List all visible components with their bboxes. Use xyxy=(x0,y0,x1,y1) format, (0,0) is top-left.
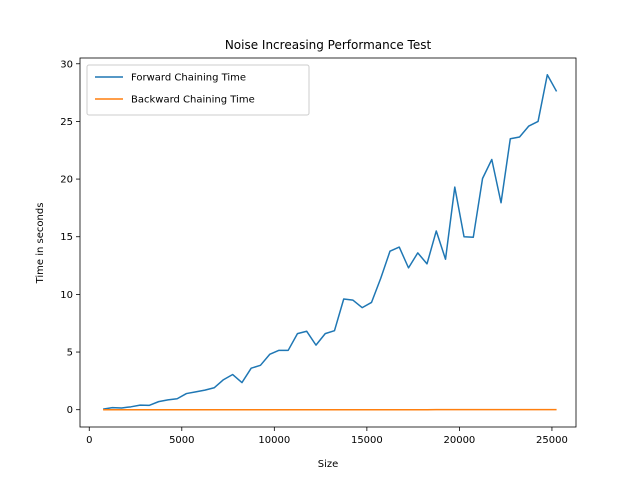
y-tick-label: 0 xyxy=(67,405,73,416)
y-tick-label: 15 xyxy=(60,232,73,243)
series-group xyxy=(103,73,558,411)
legend: Forward Chaining Time Backward Chaining T… xyxy=(86,64,310,116)
y-tick-label: 5 xyxy=(67,348,73,359)
y-tick-label: 25 xyxy=(60,117,73,128)
legend-label: Backward Chaining Time xyxy=(131,95,255,106)
y-tick-label: 30 xyxy=(60,59,73,70)
y-tick-label: 10 xyxy=(60,290,73,301)
chart-title: Noise Increasing Performance Test xyxy=(225,38,432,52)
x-axis-label: Size xyxy=(318,459,339,470)
x-tick-label: 15000 xyxy=(351,435,383,446)
x-tick-label: 25000 xyxy=(536,435,568,446)
y-tick-label: 20 xyxy=(60,175,73,186)
x-tick-label: 0 xyxy=(86,435,92,446)
x-axis: 0 5000 10000 15000 20000 25000 xyxy=(86,427,568,446)
x-tick-label: 20000 xyxy=(443,435,475,446)
y-axis: 0 5 10 15 20 25 30 xyxy=(60,59,80,416)
y-axis-label: Time in seconds xyxy=(35,203,46,285)
series-line-forward-chaining xyxy=(103,73,558,410)
plot-frame xyxy=(79,57,577,428)
x-tick-label: 5000 xyxy=(169,435,194,446)
x-tick-label: 10000 xyxy=(258,435,290,446)
legend-box xyxy=(86,64,310,116)
legend-label: Forward Chaining Time xyxy=(131,73,246,84)
